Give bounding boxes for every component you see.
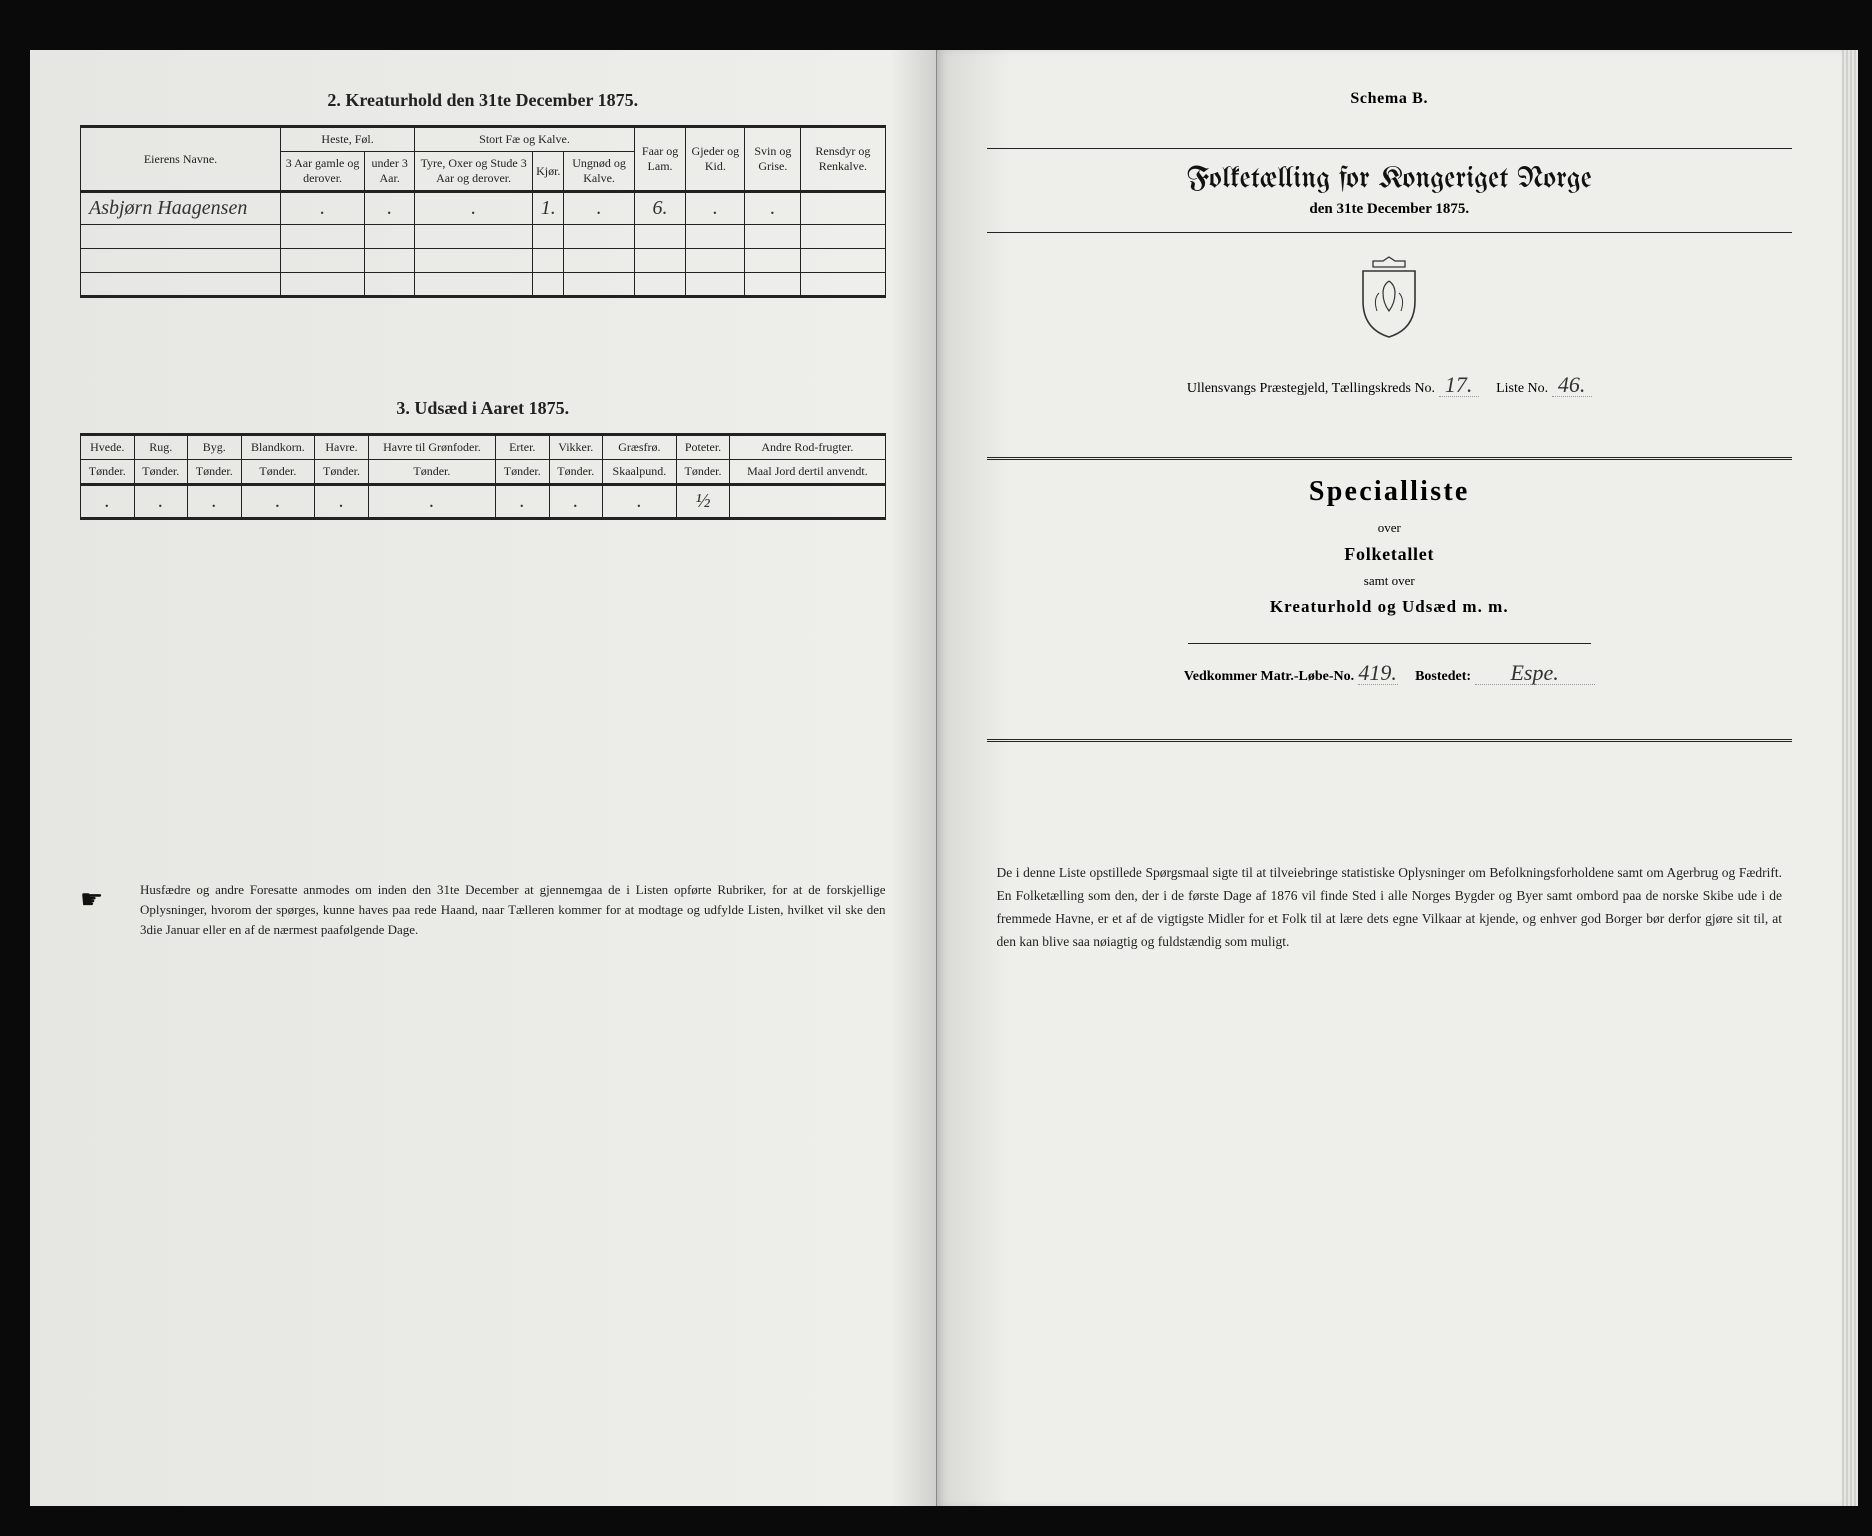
over-label: over xyxy=(987,520,1793,536)
schema-label: Schema B. xyxy=(987,90,1793,108)
table-row xyxy=(81,273,886,297)
parish-label: Ullensvangs Præstegjeld, Tællingskreds N… xyxy=(1187,381,1435,396)
col-cattle-a: Tyre, Oxer og Stude 3 Aar og derover. xyxy=(415,152,533,192)
col-byg: Byg. xyxy=(188,435,242,460)
page-stack-edge xyxy=(1842,50,1858,1506)
divider xyxy=(1188,643,1591,644)
cell: . xyxy=(603,485,677,519)
right-page: Schema B. Folketælling for Kongeriget No… xyxy=(937,50,1843,1506)
parish-line: Ullensvangs Præstegjeld, Tællingskreds N… xyxy=(987,374,1793,397)
col-cattle-b: Kjør. xyxy=(533,152,564,192)
right-paragraph: De i denne Liste opstillede Spørgsmaal s… xyxy=(987,862,1793,954)
unit: Tønder. xyxy=(315,460,369,485)
cell xyxy=(730,485,885,519)
col-cattle-c: Ungnød og Kalve. xyxy=(564,152,634,192)
cell: . xyxy=(281,192,365,225)
col-pigs: Svin og Grise. xyxy=(745,127,801,192)
col-horses-b: under 3 Aar. xyxy=(365,152,415,192)
cell: . xyxy=(415,192,533,225)
matr-number: 419. xyxy=(1358,662,1398,685)
col-goats: Gjeder og Kid. xyxy=(686,127,745,192)
unit: Tønder. xyxy=(676,460,730,485)
unit: Tønder. xyxy=(549,460,603,485)
unit: Tønder. xyxy=(368,460,495,485)
matr-line: Vedkommer Matr.-Løbe-No. 419. Bostedet: … xyxy=(987,662,1793,685)
matr-label: Vedkommer Matr.-Løbe-No. xyxy=(1184,669,1354,684)
specialliste-title: Specialliste xyxy=(987,476,1793,508)
cell: . xyxy=(368,485,495,519)
census-title: Folketælling for Kongeriget Norge xyxy=(987,163,1793,195)
book-spread: 2. Kreaturhold den 31te December 1875. E… xyxy=(30,50,1842,1506)
footer-note: ☛ Husfædre og andre Foresatte anmodes om… xyxy=(80,880,886,940)
kreds-number: 17. xyxy=(1439,374,1479,397)
col-cattle-group: Stort Fæ og Kalve. xyxy=(415,127,635,152)
livestock-table: Eierens Navne. Heste, Føl. Stort Fæ og K… xyxy=(80,125,886,298)
unit: Tønder. xyxy=(496,460,550,485)
col-horses-group: Heste, Føl. xyxy=(281,127,415,152)
unit: Tønder. xyxy=(134,460,188,485)
col-blandkorn: Blandkorn. xyxy=(241,435,315,460)
seed-table: Hvede. Rug. Byg. Blandkorn. Havre. Havre… xyxy=(80,433,886,520)
table-row: . . . . . . . . . ½ xyxy=(81,485,886,519)
col-havre-gron: Havre til Grønfoder. xyxy=(368,435,495,460)
divider xyxy=(987,739,1793,742)
liste-label: Liste No. xyxy=(1496,381,1548,396)
cell: . xyxy=(549,485,603,519)
col-horses-a: 3 Aar gamle og derover. xyxy=(281,152,365,192)
cell: . xyxy=(496,485,550,519)
cell: . xyxy=(365,192,415,225)
col-rug: Rug. xyxy=(134,435,188,460)
footer-text: Husfædre og andre Foresatte anmodes om i… xyxy=(140,880,886,940)
unit: Tønder. xyxy=(241,460,315,485)
table-row: Asbjørn Haagensen . . . 1. . 6. . . xyxy=(81,192,886,225)
samt-over-label: samt over xyxy=(987,573,1793,589)
col-sheep: Faar og Lam. xyxy=(634,127,686,192)
section-2-title: 2. Kreaturhold den 31te December 1875. xyxy=(80,90,886,111)
cell: . xyxy=(241,485,315,519)
col-erter: Erter. xyxy=(496,435,550,460)
cell: . xyxy=(81,485,135,519)
col-andre: Andre Rod-frugter. xyxy=(730,435,885,460)
section-3-title: 3. Udsæd i Aaret 1875. xyxy=(80,398,886,419)
unit: Maal Jord dertil anvendt. xyxy=(730,460,885,485)
liste-number: 46. xyxy=(1552,374,1592,397)
coat-of-arms-icon xyxy=(987,251,1793,346)
cell: . xyxy=(315,485,369,519)
cell: . xyxy=(564,192,634,225)
col-hvede: Hvede. xyxy=(81,435,135,460)
col-owner: Eierens Navne. xyxy=(81,127,281,192)
unit: Tønder. xyxy=(188,460,242,485)
pointing-hand-icon: ☛ xyxy=(80,880,124,940)
scan-frame: 2. Kreaturhold den 31te December 1875. E… xyxy=(0,0,1872,1536)
cell: . xyxy=(188,485,242,519)
bosted-value: Espe. xyxy=(1475,662,1595,685)
cell: . xyxy=(745,192,801,225)
bosted-label: Bostedet: xyxy=(1415,669,1471,684)
col-graesfro: Græsfrø. xyxy=(603,435,677,460)
table-row xyxy=(81,249,886,273)
unit: Tønder. xyxy=(81,460,135,485)
cell: . xyxy=(686,192,745,225)
cell xyxy=(801,192,885,225)
folketallet-label: Folketallet xyxy=(987,544,1793,565)
divider xyxy=(987,232,1793,233)
unit: Skaalpund. xyxy=(603,460,677,485)
cell: ½ xyxy=(676,485,730,519)
left-page: 2. Kreaturhold den 31te December 1875. E… xyxy=(30,50,937,1506)
col-vikker: Vikker. xyxy=(549,435,603,460)
table-row xyxy=(81,225,886,249)
col-reindeer: Rensdyr og Renkalve. xyxy=(801,127,885,192)
census-subtitle: den 31te December 1875. xyxy=(987,201,1793,218)
cell: 6. xyxy=(634,192,686,225)
divider xyxy=(987,148,1793,149)
cell: 1. xyxy=(533,192,564,225)
cell: . xyxy=(134,485,188,519)
col-havre: Havre. xyxy=(315,435,369,460)
kreatur-label: Kreaturhold og Udsæd m. m. xyxy=(987,597,1793,617)
cell-owner-name: Asbjørn Haagensen xyxy=(81,192,281,225)
col-poteter: Poteter. xyxy=(676,435,730,460)
